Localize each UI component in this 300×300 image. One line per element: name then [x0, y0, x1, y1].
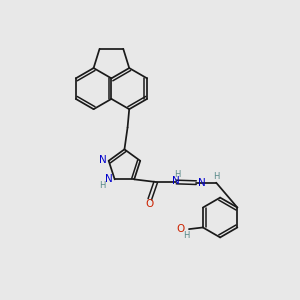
- Text: N: N: [172, 176, 180, 186]
- Text: N: N: [99, 155, 107, 165]
- Text: O: O: [176, 224, 184, 234]
- Text: H: H: [213, 172, 220, 181]
- Text: O: O: [145, 199, 153, 209]
- Text: H: H: [100, 181, 106, 190]
- Text: H: H: [183, 231, 190, 240]
- Text: H: H: [174, 170, 180, 179]
- Text: N: N: [105, 174, 113, 184]
- Text: N: N: [198, 178, 205, 188]
